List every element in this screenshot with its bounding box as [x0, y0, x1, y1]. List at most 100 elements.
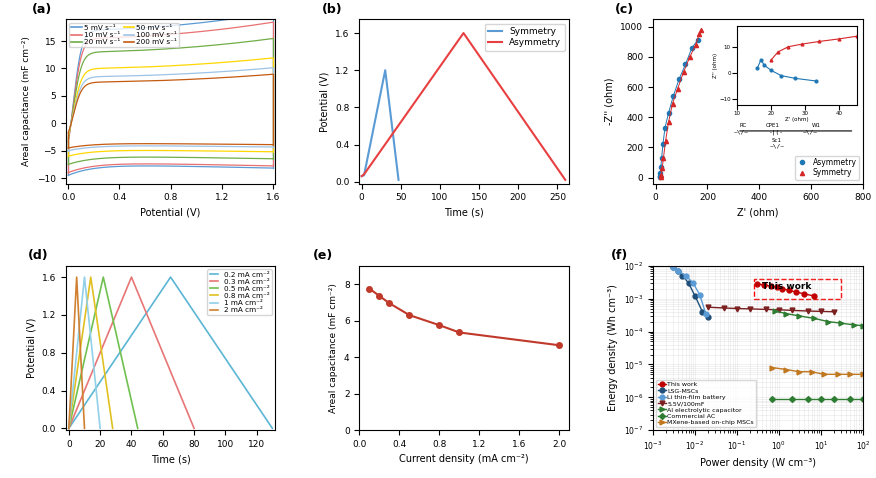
- 0.3 mA cm⁻²: [189, 425, 200, 431]
- Line: Symmetry: Symmetry: [659, 28, 703, 179]
- 0.3 mA cm⁻²: [126, 274, 137, 280]
- Commercial AC: [816, 396, 826, 402]
- Symmetry: [696, 28, 706, 33]
- Legend: Symmetry, Asymmetry: Symmetry, Asymmetry: [484, 23, 565, 51]
- 0.2 mA cm⁻²: [267, 425, 278, 431]
- 0.2 mA cm⁻²: [166, 274, 176, 280]
- 0.5 mA cm⁻²: [98, 274, 109, 280]
- Asymmetry: [660, 125, 670, 130]
- MXene-based on-chip MSCs: [832, 371, 843, 377]
- Y-axis label: Energy density (Wh cm⁻³): Energy density (Wh cm⁻³): [609, 284, 618, 412]
- Line: 2 mA cm⁻²: 2 mA cm⁻²: [69, 277, 84, 428]
- MXene-based on-chip MSCs: [819, 371, 830, 377]
- Asymmetry: [359, 172, 370, 177]
- Legend: 5 mV s⁻¹, 10 mV s⁻¹, 20 mV s⁻¹, 50 mV s⁻¹, 100 mV s⁻¹, 200 mV s⁻¹: 5 mV s⁻¹, 10 mV s⁻¹, 20 mV s⁻¹, 50 mV s⁻…: [69, 23, 179, 47]
- Line: Li thin-film battery: Li thin-film battery: [671, 265, 708, 316]
- Line: LSG-MSCs: LSG-MSCs: [671, 265, 710, 319]
- Line: 1 mA cm⁻²: 1 mA cm⁻²: [69, 277, 100, 428]
- Commercial AC: [767, 396, 778, 402]
- Line: Symmetry: Symmetry: [362, 70, 399, 180]
- 0.8 mA cm⁻²: [64, 425, 74, 431]
- 2 mA cm⁻²: [64, 425, 74, 431]
- Symmetry: [657, 165, 668, 171]
- This work: [772, 284, 782, 290]
- Symmetry: [656, 172, 667, 177]
- Commercial AC: [803, 396, 814, 402]
- 0.8 mA cm⁻²: [86, 274, 96, 280]
- Asymmetry: [458, 30, 469, 36]
- 5.5V/100mF: [816, 308, 826, 314]
- Text: (e): (e): [314, 249, 334, 262]
- Line: 0.8 mA cm⁻²: 0.8 mA cm⁻²: [69, 277, 113, 428]
- Commercial AC: [787, 396, 797, 402]
- Line: This work: This work: [754, 282, 816, 298]
- LSG-MSCs: [668, 264, 678, 270]
- Symmetry: [393, 177, 404, 183]
- Symmetry: [690, 42, 701, 48]
- X-axis label: Power density (W cm⁻³): Power density (W cm⁻³): [700, 458, 816, 468]
- Y-axis label: -Z'' (ohm): -Z'' (ohm): [604, 77, 615, 125]
- Asymmetry: [656, 155, 667, 161]
- Li thin-film battery: [695, 292, 705, 298]
- Text: RC: RC: [739, 123, 747, 128]
- This work: [777, 286, 788, 292]
- Legend: This work, LSG-MSCs, Li thin-film battery, 5.5V/100mF, Al electrolytic capacitor: This work, LSG-MSCs, Li thin-film batter…: [656, 380, 756, 427]
- 0.8 mA cm⁻²: [108, 425, 118, 431]
- 0.3 mA cm⁻²: [64, 425, 74, 431]
- Asymmetry: [687, 45, 697, 51]
- Asymmetry: [663, 110, 674, 116]
- MXene-based on-chip MSCs: [781, 367, 792, 372]
- Commercial AC: [845, 396, 856, 402]
- Symmetry: [359, 173, 370, 178]
- LSG-MSCs: [673, 268, 683, 274]
- This work: [783, 287, 794, 293]
- Text: -|(-: -|(-: [769, 130, 784, 135]
- 5.5V/100mF: [829, 309, 839, 315]
- Commercial AC: [829, 396, 839, 402]
- Asymmetry: [674, 76, 684, 82]
- Symmetry: [694, 32, 704, 37]
- LSG-MSCs: [689, 293, 700, 299]
- MXene-based on-chip MSCs: [767, 365, 778, 370]
- LSG-MSCs: [677, 273, 688, 279]
- Asymmetry: [655, 170, 666, 176]
- This work: [759, 282, 770, 288]
- 1 mA cm⁻²: [64, 425, 74, 431]
- Y-axis label: Potential (V): Potential (V): [26, 318, 36, 378]
- 5.5V/100mF: [787, 307, 797, 313]
- Al electrolytic capacitor: [809, 315, 820, 321]
- MXene-based on-chip MSCs: [858, 371, 868, 377]
- 0.5 mA cm⁻²: [64, 425, 74, 431]
- Li thin-film battery: [668, 264, 678, 270]
- Symmetry: [678, 69, 689, 75]
- Y-axis label: Potential (V): Potential (V): [320, 71, 329, 131]
- Asymmetry: [658, 141, 668, 147]
- Bar: [753, 279, 841, 299]
- 2 mA cm⁻²: [72, 274, 82, 280]
- Asymmetry: [357, 173, 367, 179]
- Text: (a): (a): [32, 2, 53, 16]
- Text: ~\/~: ~\/~: [734, 130, 749, 134]
- Line: Asymmetry: Asymmetry: [658, 38, 700, 179]
- Al electrolytic capacitor: [858, 323, 868, 328]
- 5.5V/100mF: [731, 306, 742, 312]
- This work: [752, 281, 762, 287]
- Text: ~\/~: ~\/~: [803, 130, 818, 134]
- Text: (b): (b): [321, 2, 343, 16]
- Symmetry: [663, 119, 674, 125]
- X-axis label: Potential (V): Potential (V): [140, 208, 201, 218]
- Legend: 0.2 mA cm⁻², 0.3 mA cm⁻², 0.5 mA cm⁻², 0.8 mA cm⁻², 1 mA cm⁻², 2 mA cm⁻²: 0.2 mA cm⁻², 0.3 mA cm⁻², 0.5 mA cm⁻², 0…: [208, 270, 272, 315]
- Line: 0.5 mA cm⁻²: 0.5 mA cm⁻²: [69, 277, 138, 428]
- Al electrolytic capacitor: [823, 319, 834, 325]
- Line: 0.3 mA cm⁻²: 0.3 mA cm⁻²: [69, 277, 194, 428]
- Text: ~\/~: ~\/~: [769, 143, 784, 148]
- 5.5V/100mF: [745, 306, 755, 312]
- Asymmetry: [655, 173, 666, 179]
- Symmetry: [685, 54, 696, 60]
- Text: CPE1: CPE1: [766, 123, 780, 128]
- X-axis label: Time (s): Time (s): [444, 208, 484, 218]
- Li thin-film battery: [688, 280, 698, 286]
- Li thin-film battery: [701, 311, 711, 316]
- Asymmetry: [692, 37, 703, 43]
- 5.5V/100mF: [719, 305, 730, 311]
